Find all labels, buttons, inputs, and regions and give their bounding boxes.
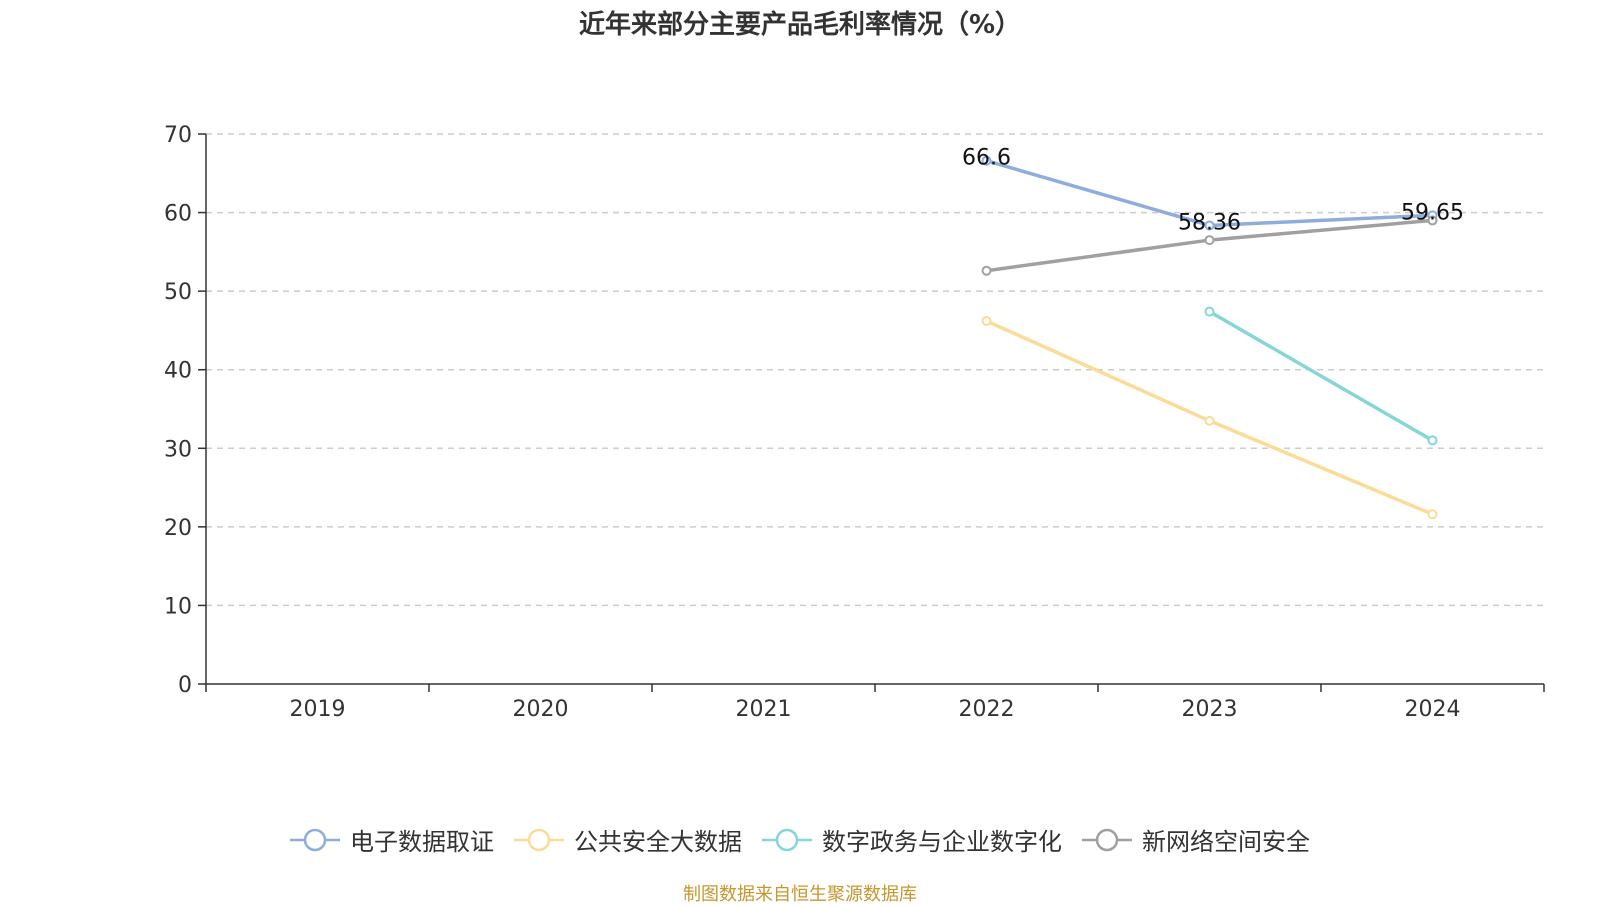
data-labels: 66.6 58.36 59.65 [962, 146, 1464, 236]
legend-item[interactable]: 公共安全大数据 [514, 822, 742, 857]
legend-label: 数字政务与企业数字化 [822, 828, 1062, 856]
source-note: 制图数据来自恒生聚源数据库 [683, 884, 917, 905]
legend-circle-icon [303, 828, 327, 851]
series-line-2 [1208, 310, 1434, 442]
y-tick-label: 0 [178, 673, 192, 698]
legend-symbol [1082, 828, 1132, 851]
legend: 电子数据取证 公共安全大数据 数字政务与企业数字化 新网络空间安全 [0, 822, 1600, 857]
x-tick-label: 2020 [513, 697, 569, 722]
data-point [1427, 435, 1438, 446]
y-tick-label: 30 [164, 437, 192, 462]
data-label: 58.36 [1178, 210, 1241, 235]
y-tick-label: 10 [164, 594, 192, 619]
y-tick-label: 40 [164, 359, 192, 384]
legend-circle-icon [1095, 828, 1119, 851]
data-point [1204, 415, 1215, 426]
data-label: 66.6 [962, 146, 1011, 171]
data-point [1427, 215, 1438, 226]
series-lines [981, 155, 1438, 520]
data-label: 59.65 [1401, 200, 1464, 225]
legend-symbol [514, 828, 564, 851]
data-point [981, 265, 992, 276]
legend-item[interactable]: 新网络空间安全 [1082, 822, 1310, 857]
data-point [1204, 235, 1215, 246]
x-tick-label: 2023 [1182, 697, 1238, 722]
x-tick-label: 2022 [959, 697, 1015, 722]
data-point [1204, 220, 1215, 231]
data-point [1204, 306, 1215, 317]
legend-label: 新网络空间安全 [1142, 828, 1310, 856]
legend-symbol [762, 828, 812, 851]
x-tick-label: 2021 [736, 697, 792, 722]
y-tick-label: 60 [164, 202, 192, 227]
legend-circle-icon [527, 828, 551, 851]
data-point [981, 155, 992, 166]
x-tick-label: 2019 [290, 697, 346, 722]
x-tick-label: 2024 [1405, 697, 1461, 722]
legend-circle-icon [775, 828, 799, 851]
legend-item[interactable]: 电子数据取证 [290, 822, 494, 857]
chart-title: 近年来部分主要产品毛利率情况（%） [578, 10, 1022, 40]
legend-symbol [290, 828, 340, 851]
y-tick-label: 70 [164, 123, 192, 148]
axes: 0 10 20 30 40 50 60 70 2019 2020 2021 2022 2023 2024 [164, 123, 1545, 722]
data-point [981, 316, 992, 326]
data-point [1427, 509, 1438, 520]
y-tick-label: 50 [164, 280, 192, 305]
legend-item[interactable]: 数字政务与企业数字化 [762, 822, 1062, 857]
legend-label: 电子数据取证 [350, 828, 494, 856]
grid-lines [206, 133, 1544, 607]
legend-label: 公共安全大数据 [574, 828, 742, 856]
y-tick-label: 20 [164, 516, 192, 541]
